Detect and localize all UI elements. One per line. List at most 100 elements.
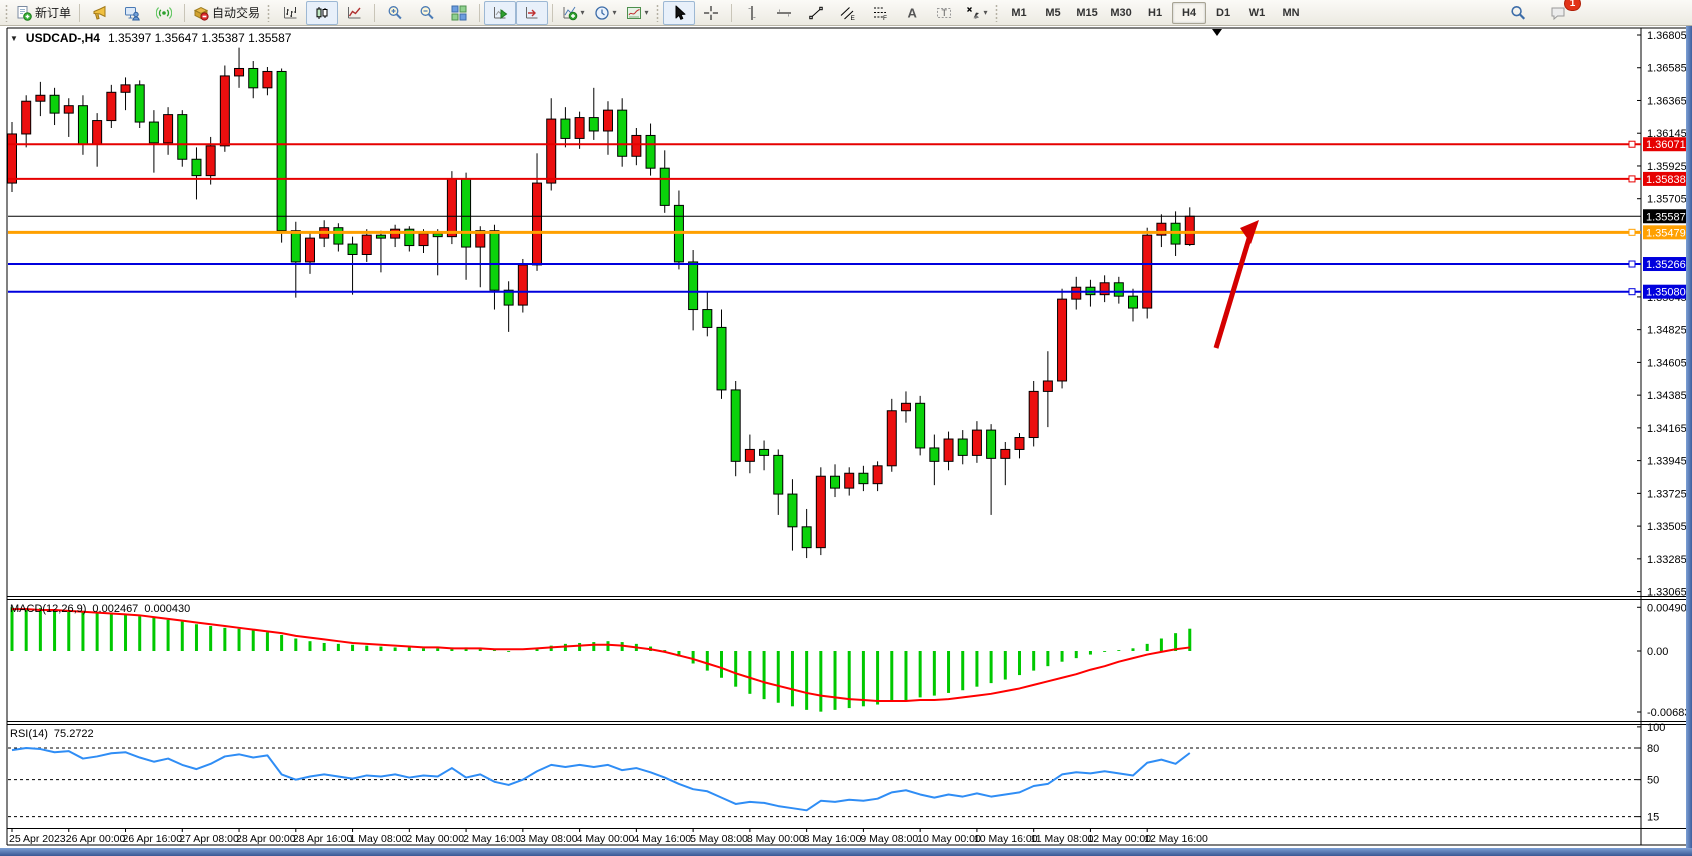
timeframe-h4-button[interactable]: H4	[1172, 1, 1207, 24]
periods-icon	[594, 5, 609, 20]
timeframe-w1-button[interactable]: W1	[1248, 6, 1266, 19]
timeframe-d1-button[interactable]: D1	[1216, 6, 1231, 19]
toolbar-separator	[552, 3, 554, 22]
candle-down	[702, 309, 713, 328]
tile-windows-button[interactable]	[443, 1, 475, 25]
candle-up	[1057, 298, 1068, 382]
indicators-button[interactable]: ▾	[557, 1, 589, 25]
line-chart-mode-button[interactable]	[338, 1, 370, 25]
candle-up	[546, 118, 557, 184]
chart-shift-button[interactable]	[516, 0, 549, 25]
candle-up	[844, 472, 855, 489]
arrows-button[interactable]: ▾	[960, 1, 992, 25]
candle-down	[716, 326, 727, 391]
candle-down	[858, 472, 869, 485]
timeframe-m15-button[interactable]: M15	[1076, 6, 1098, 19]
time-axis-label: 27 Apr 08:00	[179, 833, 239, 845]
toolbar-right-group: 1	[1502, 0, 1581, 25]
level-lines[interactable]	[8, 140, 1641, 296]
time-axis-label: 2 May 00:00	[406, 833, 464, 845]
cursor-button[interactable]	[663, 0, 696, 25]
chart-canvas[interactable]: 1.36805 1.36585 1.36365 1.36145 1.35925 1.357…	[0, 26, 1692, 848]
auto-trading-button[interactable]: 自动交易	[189, 1, 264, 25]
profiles-button[interactable]	[116, 1, 148, 25]
candle-up	[1184, 215, 1195, 246]
zoom-in-button[interactable]	[379, 1, 411, 25]
level-line-handle[interactable]	[1628, 175, 1636, 183]
arrow-annotation[interactable]	[1213, 220, 1259, 349]
signals-button[interactable]	[148, 1, 180, 25]
timeframe-mn-button[interactable]: MN	[1282, 6, 1300, 19]
candle-down	[375, 234, 386, 239]
svg-text:E: E	[851, 15, 856, 21]
price-badge-label: 1.36071	[1646, 139, 1686, 151]
candle-down	[560, 118, 571, 139]
zoom-out-button[interactable]	[411, 1, 443, 25]
dropdown-caret-icon: ▾	[612, 7, 617, 17]
candle-up	[446, 178, 457, 238]
candle-up	[234, 67, 245, 77]
channel-button[interactable]: E	[832, 1, 864, 25]
timeframe-m30-button[interactable]: M30	[1110, 6, 1132, 19]
price-axis-label: 1.33725	[1647, 488, 1686, 500]
crosshair-button[interactable]	[695, 1, 727, 25]
candle-down	[588, 117, 599, 132]
rsi-panel: 100 80 50 15	[8, 722, 1665, 824]
candle-down	[773, 454, 784, 495]
timeframe-h1-button[interactable]: H1	[1148, 6, 1163, 19]
candle-up	[106, 91, 117, 122]
shift-end-icon	[494, 6, 508, 19]
trendline-button[interactable]	[800, 1, 832, 25]
candle-down	[191, 158, 202, 177]
fibonacci-button[interactable]: F	[864, 1, 896, 25]
candle-down	[432, 233, 443, 238]
price-axis-label: 1.34165	[1647, 423, 1686, 435]
text-button[interactable]: A	[896, 1, 928, 25]
periods-button[interactable]: ▾	[589, 1, 621, 25]
chart-shift-marker[interactable]	[1212, 29, 1222, 36]
text-label-button[interactable]: T	[928, 1, 960, 25]
indicators-icon	[563, 6, 577, 20]
styler-button[interactable]	[84, 1, 116, 25]
toolbar-grip	[995, 3, 1000, 22]
candle-up	[631, 134, 642, 157]
horizontal-line-button[interactable]	[768, 1, 800, 25]
level-line-handle[interactable]	[1628, 288, 1636, 296]
level-line-handle[interactable]	[1628, 260, 1636, 268]
timeframe-m5-button[interactable]: M5	[1045, 6, 1061, 19]
templates-button[interactable]: ▾	[621, 1, 653, 25]
candle-down	[801, 526, 812, 549]
candle-down	[688, 261, 699, 311]
new-order-button[interactable]: 新订单	[12, 1, 75, 25]
candle-up	[7, 133, 17, 184]
notifications-button[interactable]: 1	[1542, 0, 1581, 25]
auto-trading-button-label: 自动交易	[212, 6, 261, 20]
time-axis-label: 10 May 00:00	[917, 833, 981, 845]
candle-chart-mode-button[interactable]	[306, 0, 339, 25]
candle-down	[1128, 295, 1139, 309]
candle-down	[759, 448, 770, 456]
candle-down	[929, 447, 940, 462]
bar-chart-mode-button[interactable]	[274, 1, 306, 25]
scroll-to-end-button[interactable]	[484, 0, 517, 25]
horn-icon	[93, 5, 106, 20]
candle-up	[886, 410, 897, 467]
vertical-line-button[interactable]	[736, 1, 768, 25]
price-axis-label: 1.33285	[1647, 554, 1686, 566]
notification-count-badge: 1	[1564, 0, 1581, 11]
level-line-handle[interactable]	[1628, 140, 1636, 148]
collapse-triangle-icon[interactable]: ▼	[10, 33, 18, 43]
candle-down	[830, 475, 841, 489]
macd-axis-label: 0.004901	[1647, 602, 1686, 614]
profile-icon	[125, 6, 140, 20]
time-axis-label: 5 May 08:00	[690, 833, 748, 845]
time-axis-label: 8 May 16:00	[804, 833, 862, 845]
time-axis-label: 2 May 16:00	[463, 833, 521, 845]
candle-up	[1156, 222, 1167, 236]
timeframe-m1-button[interactable]: M1	[1011, 6, 1027, 19]
svg-text:F: F	[883, 15, 887, 21]
price-axis-label: 1.34605	[1647, 357, 1686, 369]
price-badge-label: 1.35080	[1646, 287, 1686, 299]
search-button[interactable]	[1502, 1, 1534, 25]
level-line-handle[interactable]	[1628, 228, 1636, 236]
